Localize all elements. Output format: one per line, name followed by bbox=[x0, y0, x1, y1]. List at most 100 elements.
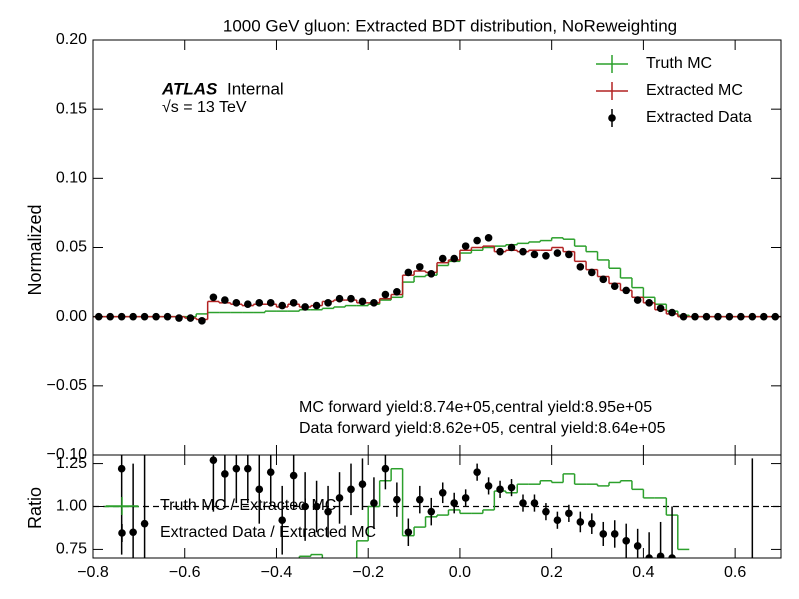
data-point bbox=[656, 552, 665, 558]
experiment-label: ATLAS bbox=[161, 79, 218, 98]
data-point bbox=[484, 234, 493, 242]
data-point bbox=[461, 494, 470, 502]
data-point bbox=[473, 236, 481, 245]
ratio-frame bbox=[92, 454, 782, 559]
data-point bbox=[312, 301, 321, 310]
annotation: Data forward yield:8.62e+05, central yie… bbox=[299, 420, 666, 437]
legend-label: Extracted MC bbox=[646, 82, 743, 99]
data-point bbox=[312, 502, 321, 511]
data-point bbox=[496, 485, 504, 494]
data-point bbox=[565, 509, 573, 518]
data-point bbox=[381, 290, 390, 299]
data-point bbox=[278, 516, 287, 525]
data-point bbox=[186, 314, 195, 322]
data-point bbox=[519, 247, 527, 256]
data-point bbox=[358, 297, 367, 306]
y-tick-label: 0.75 bbox=[56, 541, 87, 558]
y-tick-label: 0.00 bbox=[56, 308, 87, 325]
data-point bbox=[117, 464, 126, 473]
data-point bbox=[599, 275, 608, 284]
data-point bbox=[232, 299, 241, 307]
data-point bbox=[106, 312, 114, 321]
data-point bbox=[221, 296, 229, 304]
data-point bbox=[645, 299, 653, 307]
data-point bbox=[358, 480, 367, 488]
x-tick-label: −0.4 bbox=[261, 564, 293, 581]
data-point bbox=[748, 312, 757, 321]
axes: −0.10 −0.05 0.00 0.05 0.10 0.15 0.20 Truth MC Ex… bbox=[47, 31, 781, 581]
data-point bbox=[404, 268, 413, 277]
data-point bbox=[519, 499, 527, 507]
data-point bbox=[163, 312, 172, 321]
data-point bbox=[750, 557, 754, 558]
data-point bbox=[633, 542, 642, 550]
data-point bbox=[496, 247, 504, 256]
y-tick-label: −0.10 bbox=[47, 446, 88, 463]
data-point bbox=[473, 468, 481, 476]
data-point bbox=[381, 464, 390, 473]
data-point bbox=[725, 312, 734, 321]
data-point bbox=[679, 312, 688, 321]
data-point bbox=[232, 464, 241, 473]
data-point bbox=[588, 268, 596, 277]
data-point bbox=[324, 507, 332, 516]
data-point bbox=[255, 485, 264, 494]
legend-label: Truth MC / Extracted MC bbox=[160, 497, 336, 514]
data-point bbox=[565, 250, 573, 259]
data-point bbox=[645, 554, 653, 558]
data-point bbox=[610, 530, 619, 538]
data-point bbox=[622, 537, 630, 545]
data-point bbox=[393, 287, 401, 296]
x-tick-label: 0.0 bbox=[449, 564, 471, 581]
main-plot bbox=[93, 234, 781, 325]
data-point bbox=[668, 308, 676, 317]
data-point bbox=[588, 519, 596, 528]
data-point bbox=[633, 296, 642, 304]
data-point bbox=[438, 254, 447, 263]
annotation: MC forward yield:8.74e+05,central yield:… bbox=[299, 399, 652, 416]
x-tick-label: −0.8 bbox=[77, 564, 109, 581]
y-tick-label: 0.10 bbox=[56, 170, 87, 187]
data-point bbox=[691, 312, 699, 321]
data-point bbox=[335, 294, 344, 303]
data-point bbox=[152, 312, 160, 321]
legend-marker bbox=[118, 529, 126, 537]
y-axis-label: Normalized bbox=[25, 204, 45, 295]
data-point bbox=[416, 263, 424, 271]
data-point bbox=[542, 252, 550, 260]
data-point bbox=[461, 242, 470, 250]
data-point bbox=[438, 488, 447, 497]
data-point bbox=[737, 312, 745, 321]
data-point bbox=[416, 495, 424, 504]
x-tick-label: 0.2 bbox=[541, 564, 563, 581]
data-point bbox=[301, 502, 309, 511]
legend-marker bbox=[608, 114, 616, 122]
data-point bbox=[404, 528, 413, 537]
legend-label: Extracted Data bbox=[646, 109, 752, 126]
data-point bbox=[324, 299, 332, 307]
data-point bbox=[393, 495, 401, 504]
data-point bbox=[542, 507, 550, 516]
data-point bbox=[507, 483, 516, 492]
data-point bbox=[370, 299, 378, 307]
data-point bbox=[530, 250, 539, 259]
data-point bbox=[553, 249, 562, 257]
data-point bbox=[347, 294, 355, 303]
data-point bbox=[140, 312, 149, 321]
data-point bbox=[610, 282, 619, 291]
data-point bbox=[266, 299, 275, 307]
data-point bbox=[668, 554, 676, 558]
data-point bbox=[622, 286, 630, 295]
data-point bbox=[370, 499, 378, 507]
x-tick-label: −0.2 bbox=[352, 564, 384, 581]
data-point bbox=[221, 470, 229, 478]
data-point bbox=[129, 528, 137, 537]
data-point bbox=[175, 314, 183, 322]
y-tick-label: 1.00 bbox=[56, 498, 87, 515]
y-tick-label: 0.05 bbox=[56, 239, 87, 256]
ratio-plot bbox=[93, 455, 781, 558]
y-axis-label: Ratio bbox=[25, 487, 45, 529]
x-tick-label: −0.6 bbox=[169, 564, 201, 581]
data-point bbox=[576, 263, 585, 271]
